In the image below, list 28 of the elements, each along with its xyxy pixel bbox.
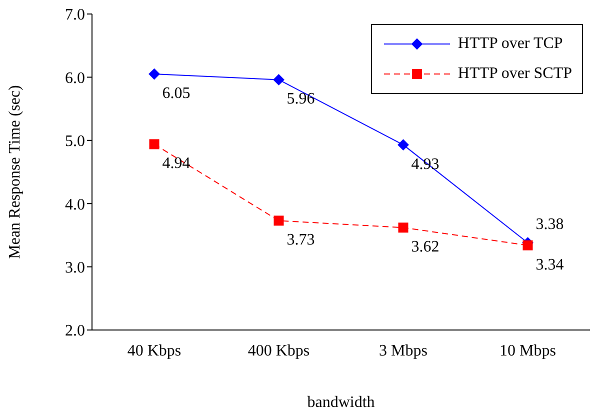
- data-label: 3.38: [536, 216, 564, 233]
- data-label: 3.62: [411, 238, 440, 256]
- y-tick-label: 4.0: [65, 196, 85, 214]
- x-tick-label: 10 Mbps: [500, 342, 556, 360]
- y-tick-label: 5.0: [65, 133, 85, 150]
- data-label: 4.94: [162, 155, 190, 172]
- data-label: 3.34: [536, 256, 564, 274]
- data-label: 3.73: [286, 232, 315, 249]
- x-tick-label: 3 Mbps: [379, 342, 428, 360]
- point: [274, 216, 284, 226]
- x-axis-title: bandwidth: [307, 394, 375, 411]
- y-tick-label: 7.0: [65, 6, 85, 24]
- y-tick-label: 6.0: [65, 70, 85, 87]
- point: [398, 222, 408, 233]
- y-axis-title: Mean Response Time (sec): [6, 85, 24, 259]
- point: [398, 139, 409, 150]
- point: [273, 74, 284, 86]
- y-tick-label: 3.0: [65, 259, 85, 276]
- legend-label: HTTP over SCTP: [458, 65, 572, 83]
- data-label: 5.96: [286, 90, 315, 108]
- x-tick-label: 40 Kbps: [127, 342, 182, 360]
- point: [148, 68, 160, 80]
- y-tick-label: 2.0: [65, 322, 85, 340]
- data-label: 6.05: [162, 85, 190, 102]
- legend-label: HTTP over TCP: [458, 35, 563, 53]
- point: [522, 240, 533, 250]
- x-tick-label: 400 Kbps: [248, 342, 310, 360]
- point: [149, 139, 160, 150]
